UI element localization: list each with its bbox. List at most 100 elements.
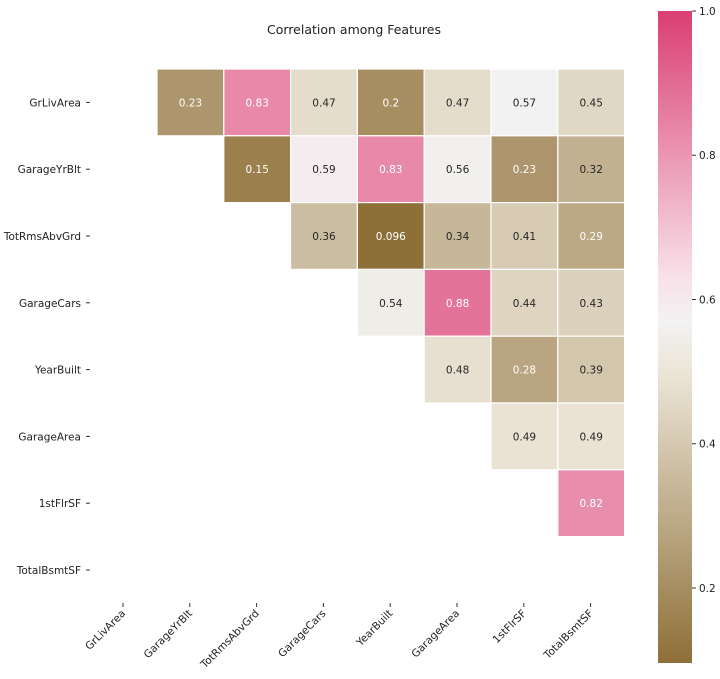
heatmap-cell-label: 0.23 (513, 164, 536, 176)
row-label-garageyrblt: GarageYrBlt (18, 164, 81, 176)
heatmap-cell-garagearea-totalbsmtsf: 0.49 (557, 402, 626, 471)
heatmap-cell-grlivarea-1stflrsf: 0.57 (490, 68, 559, 137)
heatmap-cell-label: 0.36 (312, 231, 336, 243)
heatmap-cell-label: 0.45 (580, 97, 603, 109)
column-labels: GrLivArea GarageYrBlt TotRmsAbvGrd GarageCa… (83, 603, 596, 671)
column-label-totalbsmtsf: TotalBsmtSF (541, 608, 596, 663)
heatmap-cell-totrmsabvgrd-totalbsmtsf: 0.29 (557, 202, 626, 271)
heatmap-cell-totrmsabvgrd-garagearea: 0.34 (423, 202, 492, 271)
heatmap-cell-rect (223, 68, 292, 137)
heatmap-cell-label: 0.57 (513, 97, 536, 109)
heatmap-cell-label: 0.47 (446, 97, 469, 109)
heatmap-cell-grlivarea-yearbuilt: 0.2 (356, 68, 425, 137)
heatmap-cell-1stflrsf-totalbsmtsf: 0.82 (557, 469, 626, 538)
heatmap-cell-label: 0.88 (446, 298, 469, 310)
heatmap-cell-garagecars-yearbuilt: 0.54 (356, 268, 425, 337)
heatmap-cell-rect (423, 268, 492, 337)
colorbar-tick-label: 0.2 (699, 583, 716, 595)
heatmap-cell-label: 0.41 (513, 231, 536, 243)
heatmap-cell-grlivarea-garagearea: 0.47 (423, 68, 492, 137)
heatmap-cell-garageyrblt-garagecars: 0.59 (290, 135, 359, 204)
column-label-garagecars: GarageCars (276, 608, 328, 660)
heatmap-cell-label: 0.32 (580, 164, 603, 176)
colorbar-tick-label: 0.6 (699, 294, 716, 306)
heatmap-cell-label: 0.44 (513, 298, 537, 310)
row-label-totalbsmtsf: TotalBsmtSF (16, 565, 81, 577)
colorbar-ticks: 0.2 0.4 0.6 0.8 1.0 (692, 6, 716, 595)
heatmap-cell-label: 0.49 (513, 431, 536, 443)
column-label-garageyrblt: GarageYrBlt (142, 608, 195, 661)
heatmap-cell-yearbuilt-garagearea: 0.48 (423, 335, 492, 404)
colorbar-tick-label: 1.0 (699, 6, 716, 18)
heatmap-cell-rect (290, 202, 359, 271)
heatmap-cell-label: 0.43 (580, 298, 603, 310)
heatmap-cell-grlivarea-totrmsabvgrd: 0.83 (223, 68, 292, 137)
heatmap-cells: 0.23 0.83 0.47 0.2 0.47 0.57 0.45 0.15 0.59 0.83 0… (156, 68, 626, 538)
heatmap-cell-label: 0.2 (382, 97, 399, 109)
heatmap-cell-label: 0.29 (580, 231, 603, 243)
colorbar: 0.2 0.4 0.6 0.8 1.0 (658, 6, 716, 663)
heatmap-cell-yearbuilt-totalbsmtsf: 0.39 (557, 335, 626, 404)
row-labels: GrLivArea GarageYrBlt TotRmsAbvGrd GarageCa… (3, 97, 90, 577)
heatmap-cell-totrmsabvgrd-1stflrsf: 0.41 (490, 202, 559, 271)
heatmap-cell-rect (557, 202, 626, 271)
heatmap-cell-label: 0.59 (312, 164, 335, 176)
heatmap-cell-label: 0.34 (446, 231, 470, 243)
heatmap-cell-grlivarea-garagecars: 0.47 (290, 68, 359, 137)
heatmap-cell-rect (490, 202, 559, 271)
heatmap-cell-label: 0.83 (379, 164, 402, 176)
column-label-1stflrsf: 1stFlrSF (491, 608, 529, 646)
row-label-1stflrsf: 1stFlrSF (39, 498, 81, 510)
heatmap-cell-garageyrblt-totrmsabvgrd: 0.15 (223, 135, 292, 204)
heatmap-cell-rect (290, 68, 359, 137)
heatmap-cell-rect (557, 268, 626, 337)
heatmap-cell-yearbuilt-1stflrsf: 0.28 (490, 335, 559, 404)
heatmap-cell-garageyrblt-yearbuilt: 0.83 (356, 135, 425, 204)
column-label-yearbuilt: YearBuilt (354, 608, 396, 650)
heatmap-cell-garagecars-garagearea: 0.88 (423, 268, 492, 337)
heatmap-cell-label: 0.39 (580, 365, 603, 377)
colorbar-tick-label: 0.4 (699, 439, 716, 451)
heatmap-cell-rect (557, 402, 626, 471)
heatmap-cell-garagearea-1stflrsf: 0.49 (490, 402, 559, 471)
row-label-garagecars: GarageCars (19, 298, 81, 310)
heatmap-cell-rect (423, 202, 492, 271)
heatmap-cell-rect (156, 68, 225, 137)
colorbar-gradient (658, 11, 692, 663)
heatmap-cell-label: 0.83 (246, 97, 269, 109)
row-label-totrmsabvgrd: TotRmsAbvGrd (3, 231, 81, 243)
heatmap-cell-garageyrblt-garagearea: 0.56 (423, 135, 492, 204)
column-label-garagearea: GarageArea (409, 608, 462, 661)
heatmap-cell-rect (490, 135, 559, 204)
heatmap-cell-rect (490, 268, 559, 337)
row-label-yearbuilt: YearBuilt (34, 365, 81, 377)
heatmap-cell-garagecars-1stflrsf: 0.44 (490, 268, 559, 337)
heatmap-cell-label: 0.54 (379, 298, 403, 310)
heatmap-cell-rect (557, 335, 626, 404)
heatmap-cell-rect (356, 135, 425, 204)
heatmap-cell-label: 0.28 (513, 365, 536, 377)
heatmap-cell-rect (423, 335, 492, 404)
heatmap-cell-label: 0.15 (246, 164, 269, 176)
heatmap-cell-label: 0.56 (446, 164, 470, 176)
heatmap-cell-garageyrblt-totalbsmtsf: 0.32 (557, 135, 626, 204)
heatmap-cell-rect (490, 68, 559, 137)
heatmap-cell-label: 0.82 (580, 498, 603, 510)
heatmap-cell-label: 0.49 (580, 431, 603, 443)
chart-title: Correlation among Features (267, 22, 441, 37)
heatmap-cell-garageyrblt-1stflrsf: 0.23 (490, 135, 559, 204)
colorbar-tick-label: 0.8 (699, 150, 716, 162)
heatmap-cell-rect (557, 469, 626, 538)
heatmap-cell-label: 0.23 (179, 97, 202, 109)
heatmap-cell-label: 0.096 (376, 231, 406, 243)
heatmap-cell-rect (356, 268, 425, 337)
heatmap-cell-grlivarea-garageyrblt: 0.23 (156, 68, 225, 137)
heatmap-cell-grlivarea-totalbsmtsf: 0.45 (557, 68, 626, 137)
column-label-grlivarea: GrLivArea (83, 608, 128, 653)
heatmap-cell-label: 0.48 (446, 365, 469, 377)
heatmap-cell-rect (223, 135, 292, 204)
heatmap-cell-totrmsabvgrd-garagecars: 0.36 (290, 202, 359, 271)
heatmap-cell-totrmsabvgrd-yearbuilt: 0.096 (356, 202, 425, 271)
column-label-totrmsabvgrd: TotRmsAbvGrd (198, 608, 262, 672)
